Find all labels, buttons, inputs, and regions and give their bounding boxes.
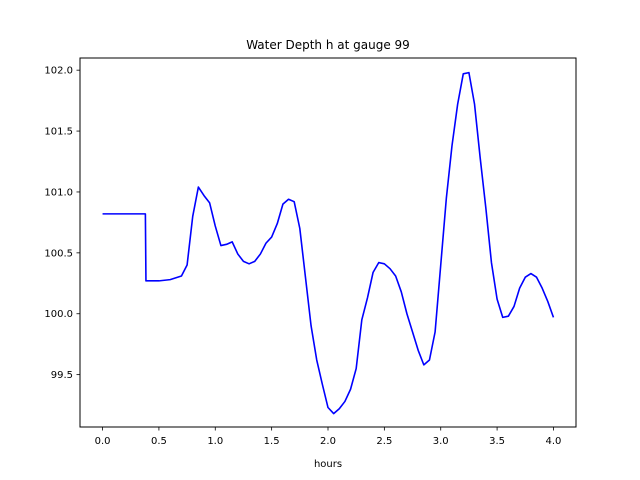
x-axis-ticks: 0.0 0.5 1.0 1.5 2.0 2.5 3.0 3.5 4.0 (95, 427, 562, 447)
x-tick-label: 4.0 (546, 436, 562, 447)
x-tick-label: 0.5 (151, 436, 167, 447)
y-tick-label: 99.5 (51, 370, 73, 381)
x-axis-label: hours (314, 459, 342, 470)
x-tick-label: 2.0 (320, 436, 336, 447)
y-tick-label: 100.5 (44, 248, 73, 259)
chart-title: Water Depth h at gauge 99 (246, 38, 410, 52)
x-tick-label: 1.0 (207, 436, 223, 447)
y-tick-label: 101.0 (44, 187, 73, 198)
series-line-0 (102, 71, 555, 415)
x-tick-label: 2.5 (376, 436, 392, 447)
y-tick-label: 100.0 (44, 309, 73, 320)
plot-frame (79, 57, 577, 428)
x-tick-label: 3.5 (489, 436, 505, 447)
y-tick-label: 102.0 (44, 66, 73, 77)
x-tick-label: 1.5 (264, 436, 280, 447)
y-axis-ticks: 99.5 100.0 100.5 101.0 101.5 102.0 (44, 66, 80, 381)
x-tick-label: 3.0 (433, 436, 449, 447)
series-layer (102, 71, 555, 415)
x-tick-label: 0.0 (95, 436, 111, 447)
y-tick-label: 101.5 (44, 127, 73, 138)
